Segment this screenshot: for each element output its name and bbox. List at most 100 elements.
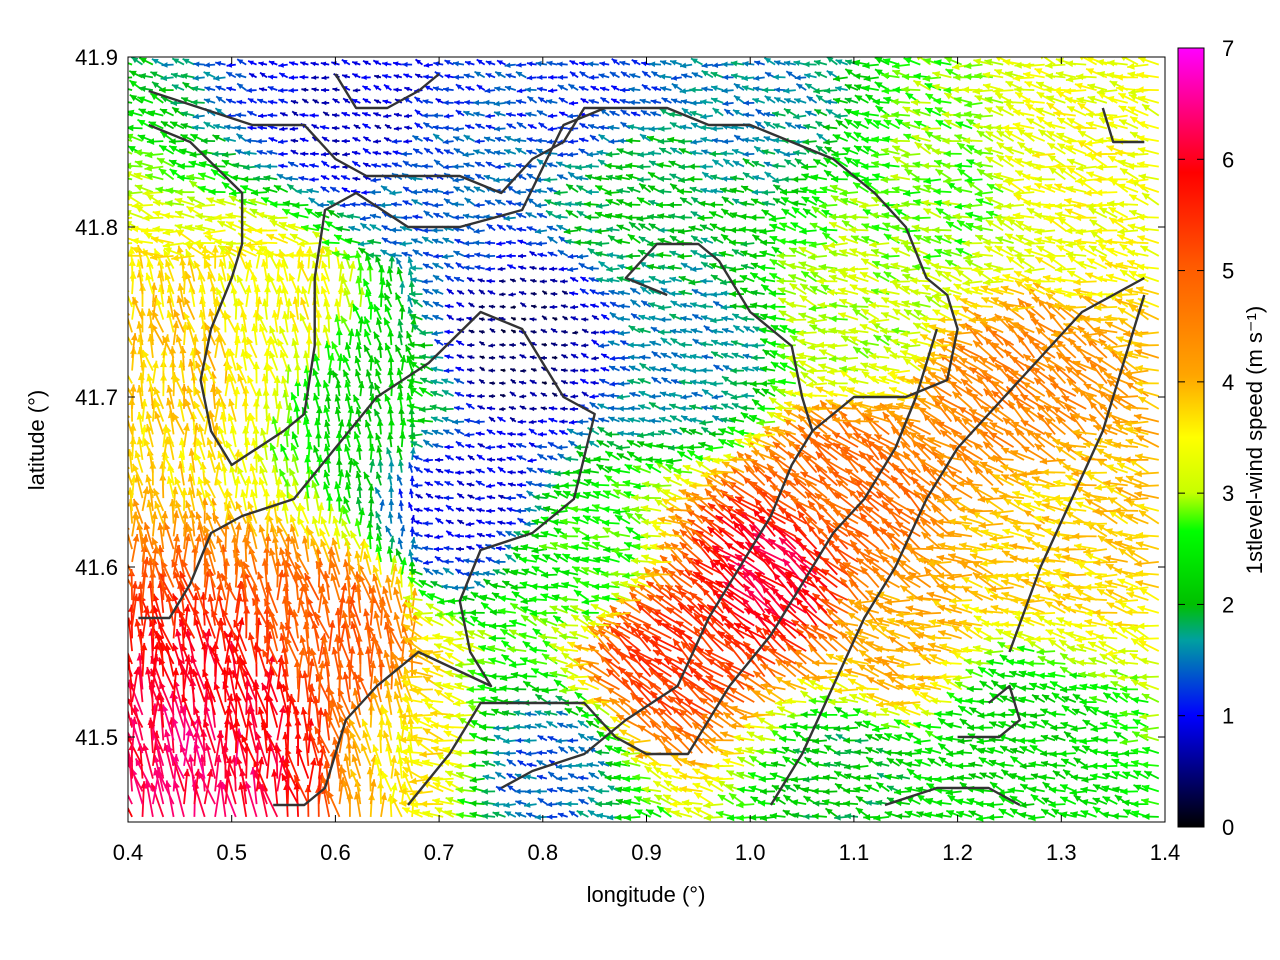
wind-arrow-head — [434, 807, 443, 814]
wind-arrow-head — [187, 754, 195, 762]
wind-arrow-head — [749, 755, 758, 763]
wind-arrow-head — [537, 774, 543, 780]
wind-arrow-head — [1080, 786, 1088, 794]
wind-arrow-head — [444, 809, 453, 817]
wind-arrow-head — [825, 808, 833, 815]
wind-arrow-head — [726, 814, 735, 822]
wind-arrow-head — [587, 735, 594, 742]
wind-arrow-head — [1141, 784, 1150, 792]
wind-arrow-head — [501, 640, 510, 648]
wind-arrow-head — [1084, 583, 1092, 591]
wind-arrow-head — [835, 783, 843, 790]
wind-arrow-head — [455, 661, 463, 669]
wind-arrow-head — [745, 746, 754, 754]
wind-arrow-head — [401, 757, 410, 764]
wind-arrow-head — [987, 801, 995, 809]
wind-arrow-head — [812, 737, 820, 745]
wind-arrow-head — [705, 780, 714, 788]
wind-arrow-head — [688, 759, 696, 767]
wind-arrow-head — [555, 738, 562, 744]
wind-arrow-head — [956, 774, 964, 782]
wind-arrow-head — [551, 626, 560, 634]
wind-arrow-head — [1131, 810, 1140, 817]
wind-arrow-head — [888, 636, 897, 644]
wind-arrow-head — [135, 758, 143, 767]
wind-arrow-head — [894, 734, 903, 741]
wind-arrow-head — [760, 788, 767, 795]
wind-arrow-head — [1061, 705, 1070, 713]
wind-arrow-head — [671, 810, 680, 817]
wind-arrow-head — [482, 760, 490, 767]
wind-arrow-head — [1084, 618, 1093, 626]
wind-arrow-head — [896, 759, 904, 766]
wind-arrow-head — [355, 497, 362, 505]
wind-arrow — [128, 730, 133, 741]
wind-arrow-head — [823, 761, 831, 768]
wind-arrow-head — [1060, 784, 1069, 791]
wind-arrow-head — [489, 672, 497, 680]
wind-arrow-head — [634, 809, 643, 816]
wind-arrow-head — [503, 750, 510, 757]
wind-arrow-head — [679, 773, 687, 781]
wind-arrow-head — [914, 759, 923, 766]
wind-arrow-head — [821, 724, 829, 732]
wind-arrow-head — [997, 789, 1006, 796]
wind-arrow-head — [422, 520, 429, 527]
wind-arrow-head — [587, 797, 595, 804]
wind-arrow-head — [975, 814, 984, 822]
wind-arrow-head — [710, 745, 719, 753]
wind-arrow-head — [858, 650, 867, 657]
wind-arrow-head — [574, 590, 582, 597]
wind-arrow-head — [530, 583, 538, 591]
wind-arrow-head — [409, 526, 415, 533]
wind-arrow-head — [672, 768, 680, 775]
wind-arrow-head — [340, 583, 348, 591]
wind-arrow-head — [372, 744, 380, 753]
wind-arrow-head — [432, 797, 440, 805]
wind-arrow-head — [987, 747, 996, 754]
wind-arrow-head — [578, 746, 585, 753]
wind-arrow-head — [442, 746, 451, 754]
wind-arrow-head — [1090, 762, 1098, 770]
wind-arrow-head — [729, 722, 737, 730]
wind-arrow-head — [622, 759, 630, 767]
wind-arrow-head — [694, 792, 703, 800]
wind-arrow-head — [607, 785, 615, 792]
wind-arrow-head — [121, 731, 128, 739]
wind-arrow-head — [558, 746, 565, 753]
wind-arrow-head — [200, 729, 208, 737]
wind-arrow-head — [1083, 520, 1091, 528]
wind-arrow-head — [793, 730, 802, 738]
wind-arrow-head — [934, 776, 942, 783]
wind-arrow-head — [844, 748, 852, 755]
wind-arrow-head — [294, 775, 301, 784]
wind-arrow-head — [515, 737, 522, 744]
wind-arrow-head — [343, 753, 351, 762]
wind-arrow-head — [134, 619, 142, 627]
wind-arrow-head — [1080, 810, 1089, 817]
wind-arrow-head — [526, 812, 533, 818]
wind-arrow-head — [949, 597, 957, 605]
wind-arrow-head — [1041, 760, 1049, 767]
wind-arrow-head — [1029, 745, 1038, 752]
wind-arrow-head — [865, 800, 873, 806]
wind-arrow-head — [506, 773, 513, 779]
wind-arrow-head — [769, 747, 778, 755]
wind-arrow-head — [574, 692, 583, 700]
wind-arrow-head — [1101, 811, 1110, 819]
wind-arrow-head — [1010, 756, 1019, 764]
wind-arrow-head — [185, 500, 192, 509]
wind-arrow-head — [120, 548, 126, 556]
wind-arrow-head — [1090, 748, 1098, 756]
wind-arrow-head — [341, 610, 349, 619]
wind-arrow-head — [945, 735, 954, 743]
wind-arrow-head — [567, 737, 574, 744]
wind-arrow-head — [445, 780, 454, 788]
wind-arrow-head — [615, 798, 624, 805]
wind-arrow-head — [373, 610, 381, 619]
wind-arrow-head — [646, 809, 654, 816]
wind-arrow-head — [436, 753, 445, 761]
wind-arrow-head — [489, 622, 497, 630]
wind-arrow-head — [1141, 798, 1149, 805]
wind-arrow-head — [425, 702, 434, 710]
